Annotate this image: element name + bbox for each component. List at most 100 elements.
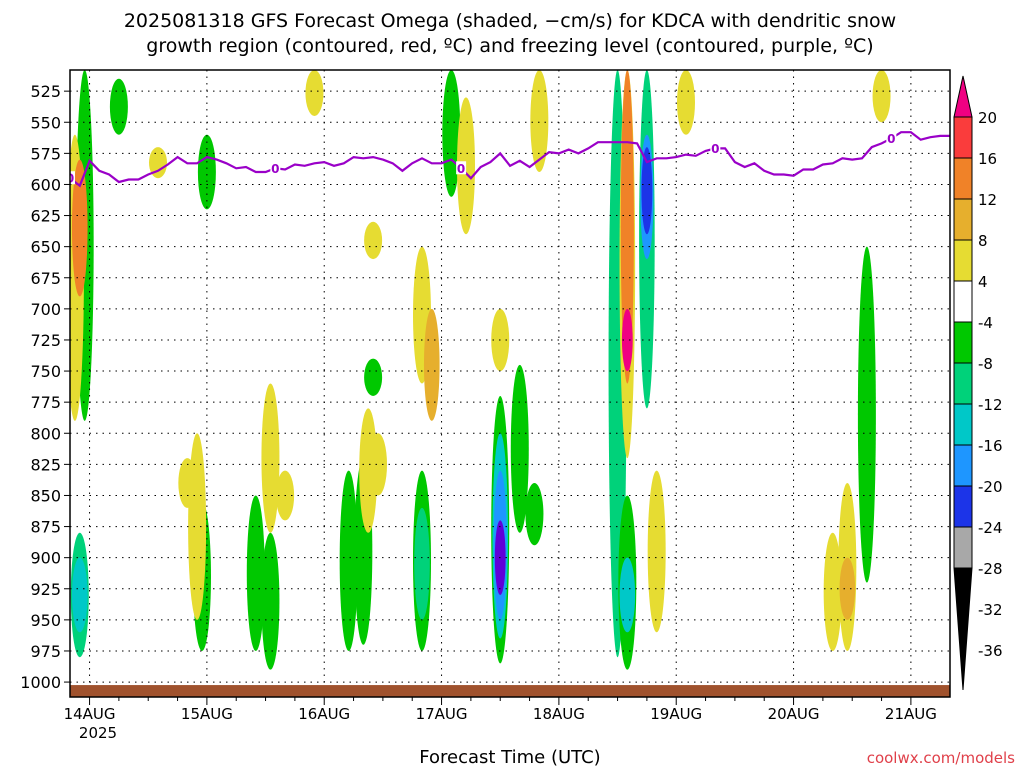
omega-shade-22 xyxy=(442,70,461,197)
y-tick-label: 525 xyxy=(30,82,61,101)
plot-area xyxy=(70,70,950,697)
ground-strip xyxy=(70,685,950,697)
y-tick-label: 725 xyxy=(30,331,61,350)
colorbar-segment xyxy=(953,485,973,528)
y-tick-label: 950 xyxy=(30,611,61,630)
y-tick-label: 750 xyxy=(30,362,61,381)
omega-shade-7 xyxy=(197,134,216,210)
freezing-level-label: 0 xyxy=(887,132,895,146)
colorbar-segment xyxy=(953,75,973,118)
colorbar: 20 16 12 8 4 -4 -8 -12 -16 -20 -24 -28 -32 -36 xyxy=(953,75,1003,691)
omega-shade-19 xyxy=(369,433,387,496)
omega-shade-33 xyxy=(823,532,842,651)
grid xyxy=(70,70,950,697)
freezing-label-bg xyxy=(886,131,897,145)
omega-shade-44 xyxy=(619,557,636,633)
colorbar-segment xyxy=(953,526,973,569)
x-axis-label: Forecast Time (UTC) xyxy=(419,747,600,768)
omega-shade-17 xyxy=(364,221,383,260)
freezing-label-bg xyxy=(710,141,721,155)
y-tick-label: 975 xyxy=(30,642,61,661)
colorbar-segment xyxy=(953,362,973,405)
x-axis: 14AUG 15AUG 16AUG 17AUG 18AUG 19AUG 20AUG 21AUG xyxy=(64,697,937,723)
omega-shade-14 xyxy=(339,470,358,651)
x-tick-label: 17AUG xyxy=(416,705,468,723)
x-tick-label: 16AUG xyxy=(298,705,350,723)
chart-title-line-2: growth region (contoured, red, ºC) and f… xyxy=(146,35,873,57)
colorbar-label: -4 xyxy=(978,314,993,332)
omega-shade-13 xyxy=(305,70,324,117)
freezing-level-label: 0 xyxy=(0,0,4,3)
colorbar-label: 4 xyxy=(978,273,988,291)
colorbar-label: -24 xyxy=(978,519,1003,537)
colorbar-label: -36 xyxy=(978,642,1003,660)
colorbar-label: 20 xyxy=(978,109,997,127)
colorbar-segment xyxy=(953,198,973,241)
y-tick-label: 700 xyxy=(30,300,61,319)
y-tick-label: 575 xyxy=(30,144,61,163)
freezing-level-label: 0 xyxy=(271,162,279,176)
freezing-label-bg xyxy=(70,171,75,185)
plot-frame xyxy=(69,69,951,698)
colorbar-segment xyxy=(953,116,973,159)
omega-shade-37 xyxy=(71,159,88,297)
freezing-level-label: 0 xyxy=(66,172,74,186)
x-year-label: 2025 xyxy=(79,724,117,742)
colorbar-segment xyxy=(953,157,973,200)
colorbar-segment xyxy=(953,280,973,323)
colorbar-label: 8 xyxy=(978,232,988,250)
omega-shade-32 xyxy=(677,70,695,135)
omega-shade-38 xyxy=(71,557,88,633)
omega-shade-39 xyxy=(423,308,440,421)
colorbar-label: -32 xyxy=(978,601,1003,619)
chart-title-line-1: 2025081318 GFS Forecast Omega (shaded, −… xyxy=(124,10,896,32)
y-tick-label: 625 xyxy=(30,207,61,226)
ground-surface xyxy=(70,685,950,697)
freezing-level-label: 0 xyxy=(711,142,719,156)
omega-shade-31 xyxy=(647,470,666,633)
colorbar-label: -12 xyxy=(978,396,1003,414)
omega-shade-28 xyxy=(530,70,549,173)
y-tick-label: 825 xyxy=(30,455,61,474)
colorbar-segment xyxy=(953,403,973,446)
source-credit: coolwx.com/models xyxy=(867,749,1015,767)
colorbar-segment xyxy=(953,321,973,364)
colorbar-label: -16 xyxy=(978,437,1003,455)
y-tick-label: 550 xyxy=(30,113,61,132)
omega-shade-47 xyxy=(620,70,634,384)
freezing-label-bg xyxy=(456,161,467,175)
colorbar-label: 12 xyxy=(978,191,997,209)
freezing-label-bg xyxy=(0,0,10,13)
x-tick-label: 15AUG xyxy=(181,705,233,723)
omega-shade-51 xyxy=(641,147,653,235)
y-tick-label: 650 xyxy=(30,238,61,257)
y-tick-label: 800 xyxy=(30,424,61,443)
x-tick-label: 20AUG xyxy=(768,705,820,723)
x-tick-label: 18AUG xyxy=(533,705,585,723)
omega-shade-25 xyxy=(510,364,529,533)
colorbar-label: -8 xyxy=(978,355,993,373)
colorbar-label: -20 xyxy=(978,478,1003,496)
omega-shade-35 xyxy=(857,246,876,583)
omega-shade-18 xyxy=(364,358,383,396)
freezing-level-label: 0 xyxy=(457,162,465,176)
x-tick-label: 21AUG xyxy=(885,705,937,723)
y-tick-label: 775 xyxy=(30,393,61,412)
y-tick-label: 850 xyxy=(30,486,61,505)
y-tick-label: 675 xyxy=(30,269,61,288)
x-tick-label: 19AUG xyxy=(650,705,702,723)
colorbar-segment xyxy=(953,239,973,282)
omega-shade-40 xyxy=(414,507,430,620)
omega-shade-45 xyxy=(839,557,856,620)
colorbar-segment xyxy=(953,444,973,487)
omega-shade-9 xyxy=(261,383,280,533)
y-tick-label: 600 xyxy=(30,175,61,194)
omega-shade-8 xyxy=(188,433,207,620)
y-axis: 525 550 575 600 625 650 675 700 725 750 775 800 825 8… xyxy=(20,82,70,692)
freezing-level-line xyxy=(70,131,950,188)
y-tick-label: 1000 xyxy=(20,673,61,692)
colorbar-label: 16 xyxy=(978,150,997,168)
colorbar-label: -28 xyxy=(978,560,1003,578)
omega-shade-36 xyxy=(872,70,891,123)
